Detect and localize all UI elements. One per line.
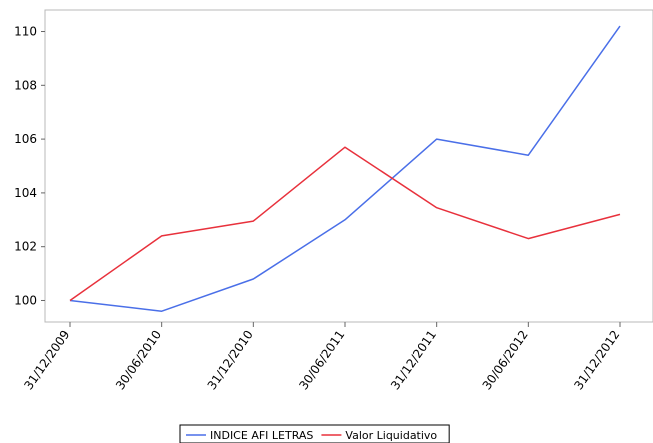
x-tick-label: 31/12/2010	[205, 328, 256, 393]
y-tick-label: 102	[14, 240, 37, 254]
x-tick-label: 30/06/2011	[296, 328, 347, 393]
y-tick-label: 100	[14, 293, 37, 307]
y-tick-label: 110	[14, 25, 37, 39]
series-lines	[69, 25, 621, 312]
x-tick-label: 30/06/2010	[113, 328, 164, 393]
y-tick-label: 106	[14, 132, 37, 146]
x-axis: 31/12/2009 30/06/2010 31/12/2010 30/06/2011…	[21, 322, 622, 392]
series-line-0	[69, 25, 621, 312]
y-tick-label: 104	[14, 186, 37, 200]
y-axis: 100 102 104 106 108 110	[14, 25, 45, 307]
legend-label: INDICE AFI LETRAS	[210, 429, 313, 442]
x-tick-label: 31/12/2011	[388, 328, 439, 393]
x-tick-label: 30/06/2012	[480, 328, 531, 393]
series-line-1	[69, 146, 621, 302]
y-tick-label: 108	[14, 78, 37, 92]
x-tick-label: 31/12/2012	[571, 328, 622, 393]
legend-box	[179, 424, 450, 443]
legend: INDICE AFI LETRAS Valor Liquidativo	[179, 424, 450, 443]
legend-label: Valor Liquidativo	[345, 429, 437, 442]
x-tick-label: 31/12/2009	[21, 328, 72, 393]
plot-area-frame	[44, 9, 653, 323]
